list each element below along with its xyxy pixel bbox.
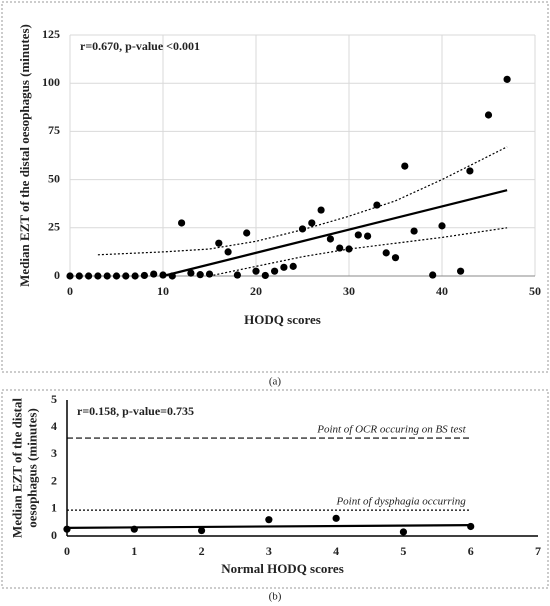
point — [224, 248, 232, 256]
line-label: Point of OCR occuring on BS test — [316, 424, 466, 436]
y-tick-label: 4 — [51, 419, 57, 433]
x-tick-label: 10 — [157, 284, 169, 298]
point — [103, 272, 111, 280]
point — [252, 267, 260, 275]
panel-label: (a) — [269, 376, 282, 388]
x-tick-label: 2 — [199, 544, 205, 558]
point — [364, 232, 372, 240]
x-axis-label: HODQ scores — [244, 312, 321, 327]
point — [332, 514, 340, 522]
point — [317, 206, 325, 214]
point — [438, 222, 446, 230]
x-tick-label: 20 — [250, 284, 262, 298]
y-tick-label: 125 — [42, 27, 60, 41]
point — [168, 272, 176, 280]
y-axis-label: Median EZT of the distal — [9, 398, 24, 538]
x-tick-label: 4 — [333, 544, 339, 558]
x-tick-label: 0 — [64, 544, 70, 558]
y-tick-label: 50 — [48, 171, 60, 185]
x-tick-label: 30 — [343, 284, 355, 298]
point — [75, 272, 83, 280]
point — [215, 239, 223, 247]
line-dotted — [97, 146, 508, 256]
point — [336, 244, 344, 252]
point — [150, 270, 158, 278]
point — [308, 219, 316, 227]
point — [205, 270, 214, 278]
panel-frame — [1, 389, 549, 589]
point — [85, 272, 93, 280]
y-axis-label: oesophagus (minutes) — [24, 408, 39, 528]
point — [130, 525, 138, 533]
point — [112, 272, 121, 280]
point — [429, 271, 437, 279]
point — [66, 272, 74, 280]
x-tick-label: 5 — [400, 544, 406, 558]
point — [345, 245, 353, 253]
point — [298, 225, 307, 233]
point — [271, 267, 279, 275]
point — [265, 516, 273, 524]
y-axis-label: Median EZT of the distal oesophagus (min… — [17, 24, 32, 287]
x-tick-label: 6 — [468, 544, 474, 558]
point — [401, 162, 409, 170]
x-tick-label: 3 — [266, 544, 272, 558]
point — [382, 249, 390, 257]
point — [196, 271, 204, 279]
x-tick-label: 40 — [436, 284, 448, 298]
y-tick-label: 25 — [48, 220, 60, 234]
point — [373, 201, 381, 209]
point — [410, 227, 418, 235]
annotation: r=0.670, p-value <0.001 — [80, 39, 200, 53]
point — [94, 272, 102, 280]
point — [187, 269, 195, 277]
y-tick-label: 100 — [42, 75, 60, 89]
point — [140, 271, 148, 280]
point — [159, 271, 167, 279]
point — [484, 111, 493, 119]
panel-frame — [1, 1, 549, 373]
y-tick-label: 0 — [54, 268, 60, 282]
point — [354, 231, 362, 239]
point — [457, 267, 465, 275]
y-tick-label: 5 — [51, 392, 57, 406]
line-solid — [66, 524, 471, 529]
x-tick-label: 1 — [131, 544, 137, 558]
x-axis-label: Normal HODQ scores — [221, 561, 344, 576]
y-tick-label: 3 — [51, 446, 57, 460]
point — [131, 272, 139, 280]
y-tick-label: 2 — [51, 473, 57, 487]
point — [261, 271, 269, 280]
x-tick-label: 0 — [67, 284, 73, 298]
point — [63, 525, 71, 533]
point — [122, 272, 130, 280]
point — [289, 262, 297, 270]
x-tick-label: 50 — [529, 284, 541, 298]
point — [399, 528, 408, 536]
y-tick-label: 75 — [48, 123, 60, 137]
x-tick-label: 7 — [535, 544, 541, 558]
point — [467, 522, 475, 531]
annotation: r=0.158, p-value=0.735 — [77, 404, 194, 418]
point — [233, 271, 241, 279]
point — [391, 254, 400, 262]
point — [280, 263, 288, 271]
point — [466, 167, 474, 175]
point — [178, 219, 186, 227]
point — [326, 235, 334, 243]
y-tick-label: 0 — [51, 528, 57, 542]
line-solid — [162, 189, 508, 278]
panel-label: (b) — [269, 591, 282, 603]
point — [503, 75, 511, 83]
point — [243, 229, 251, 237]
y-tick-label: 1 — [51, 501, 57, 515]
line-label: Point of dysphagia occurring — [335, 496, 466, 508]
point — [197, 526, 206, 535]
